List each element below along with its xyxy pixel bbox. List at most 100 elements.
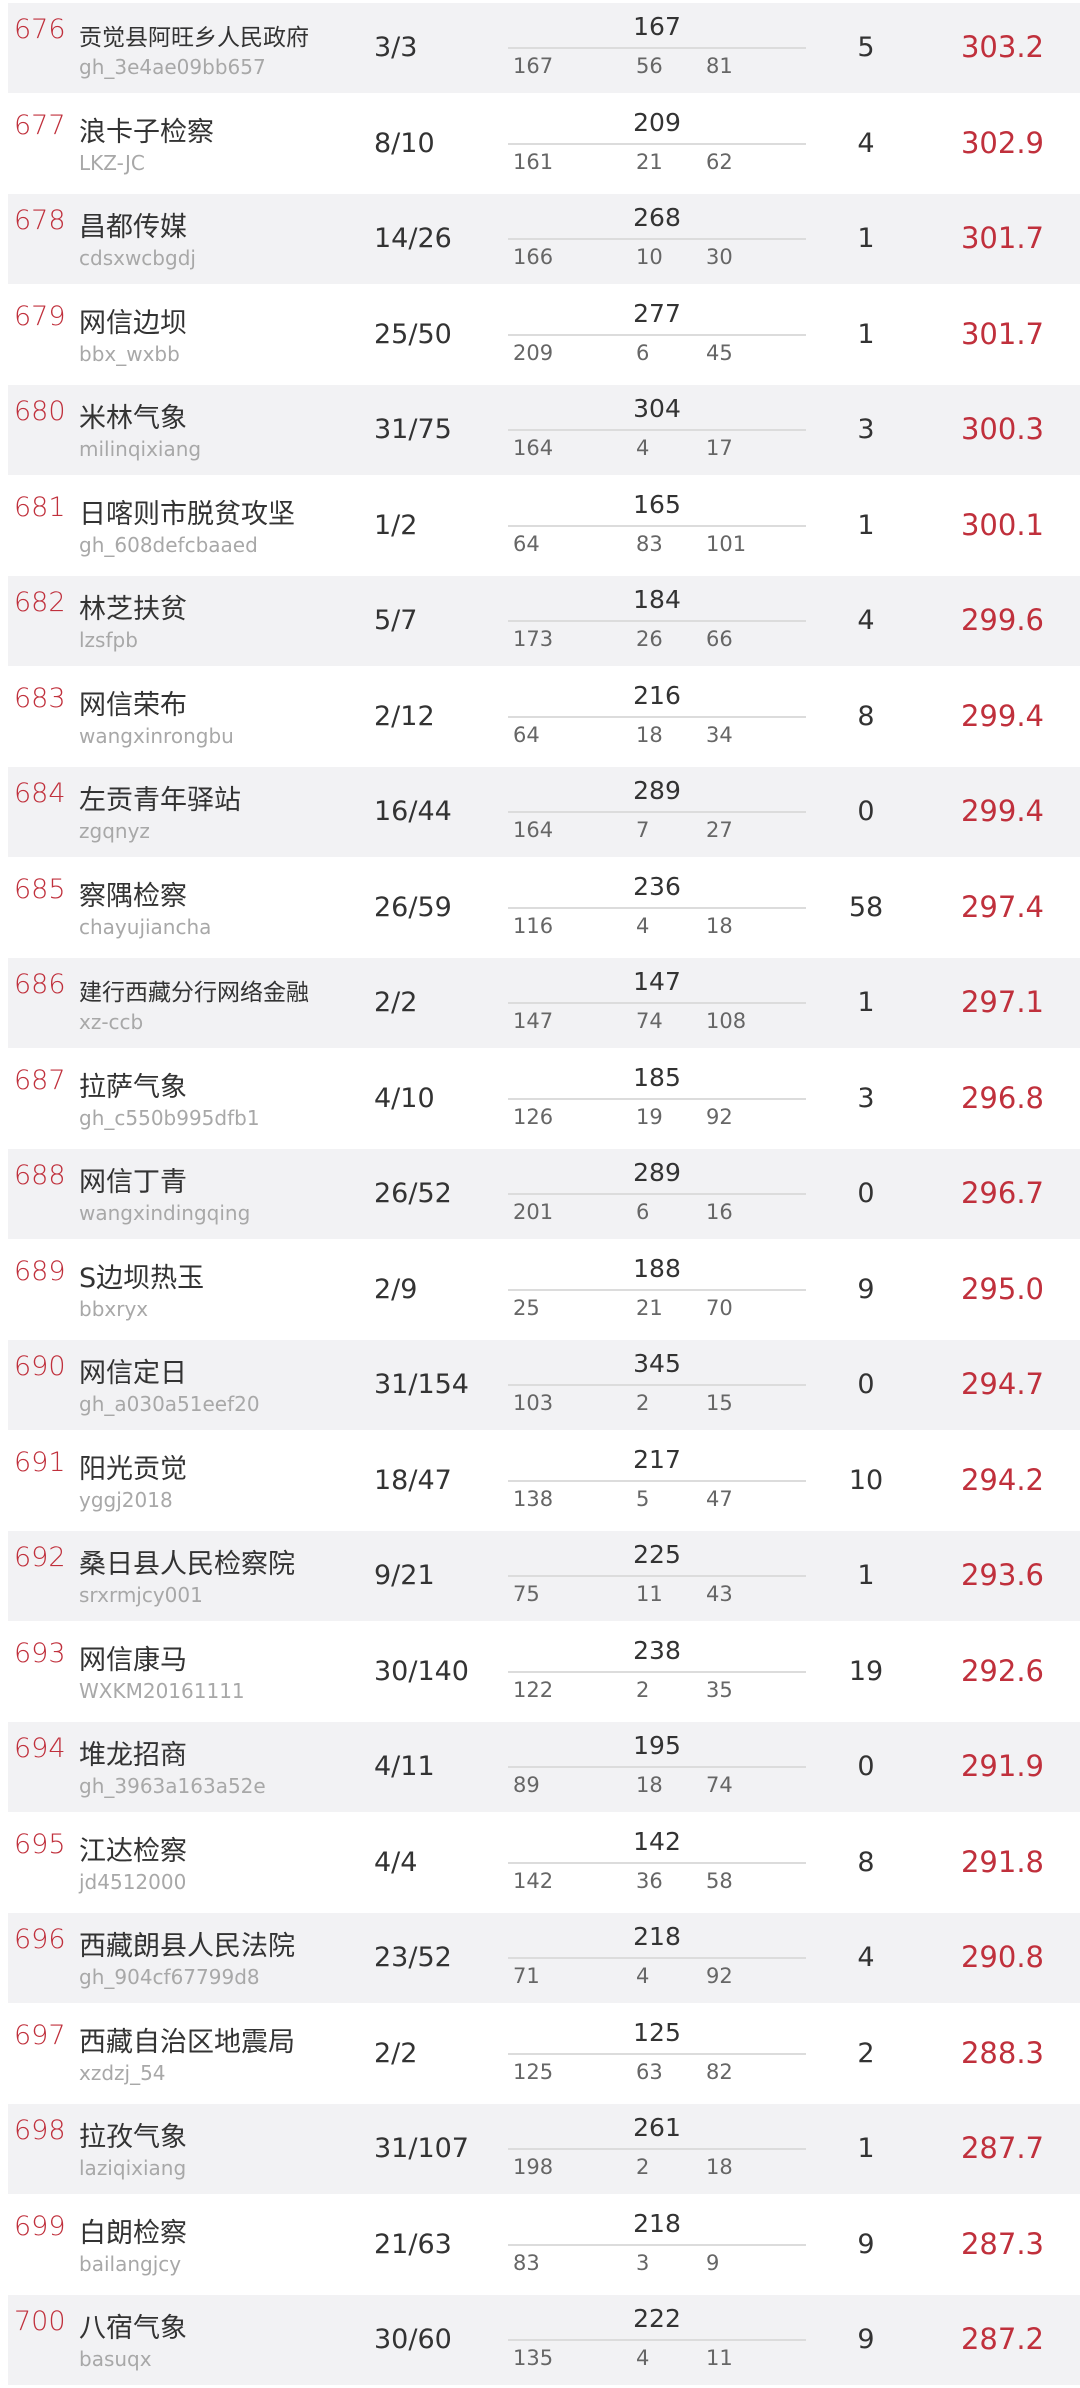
divider xyxy=(508,2148,806,2151)
sub-value-3: 45 xyxy=(706,340,733,365)
sub-value-3: 16 xyxy=(706,1200,733,1225)
article-ratio: 14/26 xyxy=(374,223,452,255)
score-value: 301.7 xyxy=(960,221,1044,256)
score-value: 293.6 xyxy=(960,1558,1044,1593)
account-name: 西藏朗县人民法院 xyxy=(79,1931,295,1963)
table-row: 682 林芝扶贫 lzsfpb 5/7 184 173 26 66 4 299.6 xyxy=(0,573,1080,669)
table-row: 699 白朗检察 bailangjcy 21/63 218 83 3 9 9 287.3 xyxy=(0,2197,1080,2293)
rank-number: 700 xyxy=(14,2306,66,2338)
sub-value-3: 9 xyxy=(706,2250,720,2275)
table-row: 677 浪卡子检察 LKZ-JC 8/10 209 161 21 62 4 302.9 xyxy=(0,96,1080,192)
total-value: 142 xyxy=(633,1826,681,1856)
sub-value-1: 201 xyxy=(513,1200,554,1225)
count-value: 4 xyxy=(857,1942,875,1974)
total-value: 268 xyxy=(633,203,681,233)
score-value: 299.4 xyxy=(960,794,1044,829)
account-id: basuqx xyxy=(79,2347,152,2372)
divider xyxy=(508,524,806,527)
sub-value-3: 18 xyxy=(706,2155,733,2180)
account-id: gh_3963a163a52e xyxy=(79,1774,266,1799)
sub-value-2: 7 xyxy=(636,818,650,843)
rank-number: 678 xyxy=(14,205,66,237)
account-name: 网信荣布 xyxy=(79,689,187,721)
account-name: 拉孜气象 xyxy=(79,2122,187,2154)
count-value: 1 xyxy=(857,509,875,541)
total-value: 165 xyxy=(633,489,681,519)
article-ratio: 30/140 xyxy=(374,1655,469,1687)
sub-value-3: 34 xyxy=(706,722,733,747)
rank-number: 697 xyxy=(14,2019,66,2051)
sub-value-3: 70 xyxy=(706,1295,733,1320)
score-value: 297.4 xyxy=(960,889,1044,924)
sub-value-1: 64 xyxy=(513,722,540,747)
total-value: 167 xyxy=(633,12,681,41)
account-name: 浪卡子检察 xyxy=(79,116,214,148)
divider xyxy=(508,1861,806,1864)
sub-value-2: 36 xyxy=(636,1868,663,1893)
article-ratio: 9/21 xyxy=(374,1560,435,1592)
count-value: 0 xyxy=(857,1751,875,1783)
account-name: 昌都传媒 xyxy=(79,212,187,244)
rank-number: 682 xyxy=(14,587,66,619)
sub-value-1: 25 xyxy=(513,1295,540,1320)
count-value: 0 xyxy=(857,796,875,828)
total-value: 218 xyxy=(633,2208,681,2238)
table-row: 683 网信荣布 wangxinrongbu 2/12 216 64 18 34 8 299.4 xyxy=(0,669,1080,765)
total-value: 218 xyxy=(633,1922,681,1952)
article-ratio: 18/47 xyxy=(374,1464,452,1496)
sub-value-1: 71 xyxy=(513,1964,540,1989)
count-value: 1 xyxy=(857,223,875,255)
account-name: 桑日县人民检察院 xyxy=(79,1549,295,1581)
total-value: 188 xyxy=(633,1253,681,1283)
sub-value-2: 21 xyxy=(636,149,663,174)
article-ratio: 21/63 xyxy=(374,2228,452,2260)
total-value: 238 xyxy=(633,1635,681,1665)
divider xyxy=(508,1575,806,1578)
table-row: 697 西藏自治区地震局 xzdzj_54 2/2 125 125 63 82 2 288.3 xyxy=(0,2006,1080,2102)
table-row: 692 桑日县人民检察院 srxrmjcy001 9/21 225 75 11 43 1 293.… xyxy=(0,1528,1080,1624)
account-id: bbxryx xyxy=(79,1296,149,1321)
account-id: gh_a030a51eef20 xyxy=(79,1392,260,1417)
rank-number: 691 xyxy=(14,1446,66,1478)
sub-value-1: 64 xyxy=(513,531,540,556)
account-id: xzdzj_54 xyxy=(79,2060,166,2085)
account-id: srxrmjcy001 xyxy=(79,1583,203,1608)
total-value: 222 xyxy=(633,2304,681,2334)
total-value: 184 xyxy=(633,585,681,615)
divider xyxy=(508,1766,806,1769)
account-name: 左贡青年驿站 xyxy=(79,785,241,817)
total-value: 236 xyxy=(633,871,681,901)
sub-value-2: 21 xyxy=(636,1295,663,1320)
sub-value-2: 5 xyxy=(636,1486,650,1511)
rank-number: 687 xyxy=(14,1064,66,1096)
account-name: 林芝扶贫 xyxy=(79,594,187,626)
sub-value-1: 116 xyxy=(513,913,554,938)
article-ratio: 16/44 xyxy=(374,796,452,828)
article-ratio: 26/59 xyxy=(374,891,452,923)
article-ratio: 2/12 xyxy=(374,700,435,732)
sub-value-3: 47 xyxy=(706,1486,733,1511)
score-value: 291.9 xyxy=(960,1749,1044,1784)
divider xyxy=(508,1670,806,1673)
sub-value-1: 75 xyxy=(513,1582,540,1607)
divider xyxy=(508,1957,806,1960)
sub-value-2: 4 xyxy=(636,1964,650,1989)
divider xyxy=(508,333,806,336)
rank-number: 683 xyxy=(14,682,66,714)
article-ratio: 26/52 xyxy=(374,1178,452,1210)
score-value: 287.3 xyxy=(960,2226,1044,2261)
score-value: 300.3 xyxy=(960,412,1044,447)
account-name: 白朗检察 xyxy=(79,2217,187,2249)
sub-value-1: 161 xyxy=(513,149,554,174)
account-name: 建行西藏分行网络金融 xyxy=(79,980,309,1007)
table-row: 693 网信康马 WXKM20161111 30/140 238 122 2 35 19 292.… xyxy=(0,1624,1080,1720)
sub-value-2: 4 xyxy=(636,436,650,461)
score-value: 296.8 xyxy=(960,1080,1044,1115)
sub-value-1: 209 xyxy=(513,340,554,365)
rank-number: 698 xyxy=(14,2115,66,2147)
sub-value-3: 101 xyxy=(706,531,747,556)
account-name: 日喀则市脱贫攻坚 xyxy=(79,498,295,530)
sub-value-2: 10 xyxy=(636,245,663,270)
account-id: bbx_wxbb xyxy=(79,341,180,366)
